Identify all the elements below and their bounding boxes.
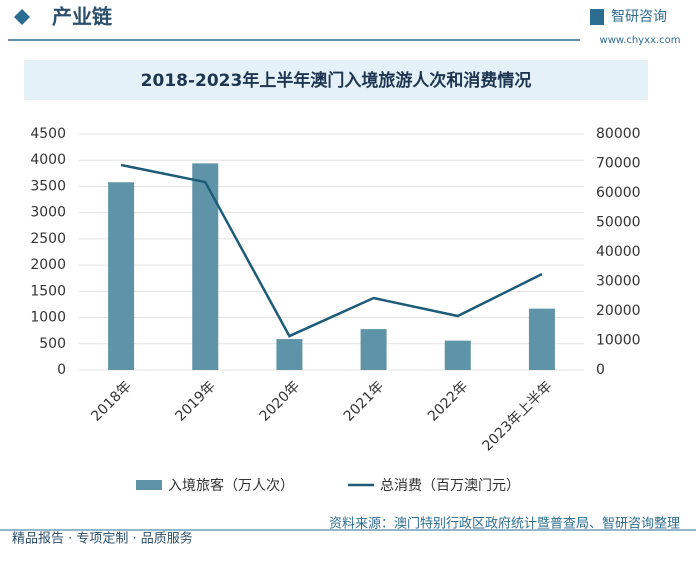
- brand: 智研咨询: [611, 9, 667, 25]
- y2-tick-label: 50000: [596, 215, 641, 231]
- y-tick-label: 1000: [30, 310, 66, 326]
- y2-tick-label: 30000: [596, 274, 641, 290]
- y-tick-label: 2000: [30, 257, 66, 273]
- chart-title: 2018-2023年上半年澳门入境旅游人次和消费情况: [141, 70, 532, 91]
- y-tick-label: 3500: [30, 178, 66, 194]
- title-box: [24, 60, 648, 100]
- y-tick-label: 2500: [30, 231, 66, 247]
- y2-tick-label: 80000: [596, 126, 641, 142]
- url: www.chyxx.com: [600, 35, 681, 46]
- y-tick-label: 3000: [30, 205, 66, 221]
- source: 资料来源：澳门特别行政区政府统计暨普查局、智研咨询整理: [329, 516, 680, 532]
- y2-tick-label: 20000: [596, 303, 641, 319]
- y2-tick-label: 70000: [596, 156, 641, 172]
- y-tick-label: 4500: [30, 126, 66, 142]
- y-tick-label: 500: [39, 336, 66, 352]
- legend-label: 总消费（百万澳门元）: [380, 478, 520, 494]
- legend-label: 入境旅客（万人次）: [168, 477, 294, 494]
- y-tick-label: 1500: [30, 283, 66, 299]
- y-tick-label: 0: [57, 362, 66, 378]
- y2-tick-label: 0: [596, 362, 605, 378]
- bar: [108, 182, 135, 370]
- header-title: 产业链: [52, 5, 113, 29]
- bar: [360, 329, 387, 370]
- y-tick-label: 4000: [30, 152, 66, 168]
- logo-icon: [590, 9, 604, 25]
- bar: [528, 308, 555, 370]
- bar: [192, 163, 219, 370]
- y2-tick-label: 10000: [596, 333, 641, 349]
- y2-tick-label: 40000: [596, 244, 641, 260]
- bar: [276, 339, 303, 370]
- footer: 精品报告 · 专项定制 · 品质服务: [12, 531, 193, 547]
- y2-tick-label: 60000: [596, 185, 641, 201]
- bar: [444, 340, 471, 370]
- header-icon: [14, 9, 30, 25]
- line: [120, 163, 543, 338]
- legend-swatch: [136, 480, 162, 490]
